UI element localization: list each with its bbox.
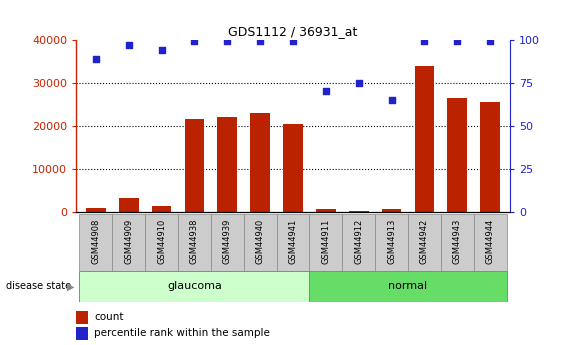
Bar: [76, 327, 88, 340]
Text: GSM44913: GSM44913: [387, 218, 396, 264]
Text: GSM44941: GSM44941: [288, 219, 298, 264]
Bar: [86, 208, 105, 212]
Text: GSM44942: GSM44942: [420, 219, 429, 264]
Text: GSM44911: GSM44911: [321, 219, 331, 264]
Bar: [309, 271, 506, 302]
Point: [387, 97, 396, 103]
Bar: [481, 102, 500, 212]
Bar: [349, 211, 369, 212]
Bar: [447, 98, 467, 212]
Text: GSM44939: GSM44939: [223, 218, 232, 264]
Text: GSM44912: GSM44912: [354, 219, 363, 264]
Bar: [178, 214, 211, 271]
Bar: [113, 214, 145, 271]
Text: percentile rank within the sample: percentile rank within the sample: [94, 328, 270, 338]
Bar: [381, 209, 401, 212]
Bar: [342, 214, 375, 271]
Bar: [217, 117, 237, 212]
Point: [420, 39, 429, 44]
Bar: [283, 124, 303, 212]
Text: normal: normal: [389, 282, 428, 291]
Bar: [316, 209, 336, 212]
Bar: [211, 214, 244, 271]
Text: count: count: [94, 312, 124, 322]
Text: GSM44944: GSM44944: [486, 219, 495, 264]
Bar: [80, 214, 113, 271]
Text: GSM44910: GSM44910: [157, 219, 166, 264]
Bar: [375, 214, 408, 271]
Title: GDS1112 / 36931_at: GDS1112 / 36931_at: [229, 26, 357, 39]
Point: [91, 56, 101, 61]
Point: [124, 42, 134, 48]
Text: GSM44908: GSM44908: [91, 218, 100, 264]
Text: ▶: ▶: [67, 282, 74, 291]
Text: GSM44940: GSM44940: [255, 219, 265, 264]
Point: [452, 39, 462, 44]
Bar: [76, 310, 88, 324]
Text: GSM44938: GSM44938: [190, 218, 199, 264]
Point: [190, 39, 199, 44]
Text: GSM44943: GSM44943: [453, 218, 462, 264]
Point: [157, 47, 166, 53]
Bar: [277, 214, 309, 271]
Bar: [244, 214, 277, 271]
Text: glaucoma: glaucoma: [167, 282, 222, 291]
Point: [485, 39, 495, 44]
Bar: [414, 66, 434, 212]
Point: [288, 39, 298, 44]
Text: GSM44909: GSM44909: [124, 219, 133, 264]
Point: [321, 89, 331, 94]
Bar: [250, 113, 270, 212]
Bar: [185, 119, 205, 212]
Point: [255, 39, 265, 44]
Point: [354, 80, 363, 86]
Bar: [441, 214, 473, 271]
Bar: [80, 271, 309, 302]
Point: [223, 39, 232, 44]
Bar: [145, 214, 178, 271]
Bar: [408, 214, 441, 271]
Bar: [119, 198, 139, 212]
Bar: [473, 214, 506, 271]
Text: disease state: disease state: [6, 282, 71, 291]
Bar: [309, 214, 342, 271]
Bar: [152, 206, 172, 212]
